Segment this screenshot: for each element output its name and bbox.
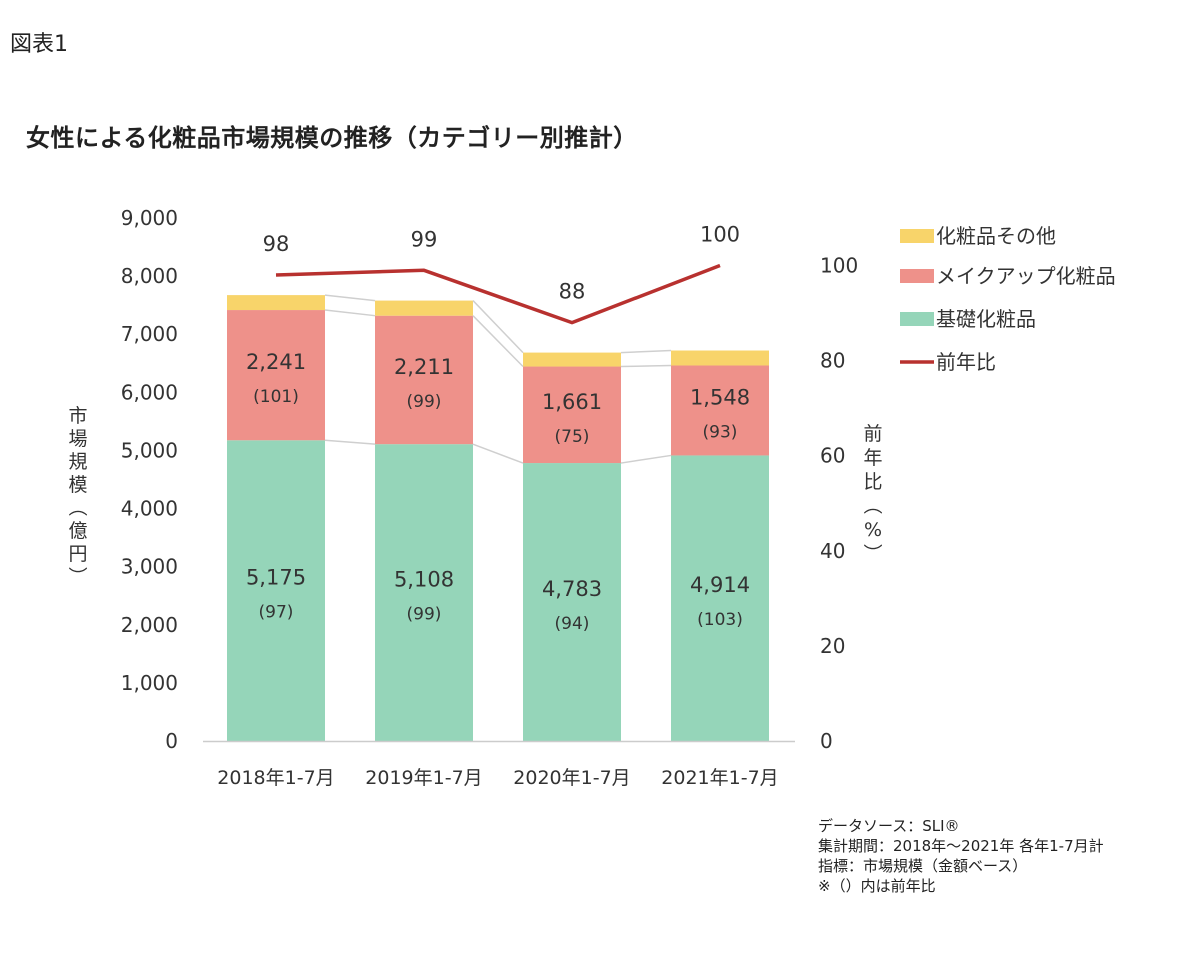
y2-axis-title-char: 前 [863, 423, 882, 445]
bar-segment [375, 300, 473, 316]
y-axis-title-char: ） [66, 566, 88, 585]
x-tick-label: 2018年1-7月 [217, 767, 334, 789]
y-axis-title-char: 模 [68, 474, 87, 496]
bar-segment [227, 295, 325, 311]
bar-yoy-label: (103) [697, 610, 743, 630]
source-notes: データソース：SLI® 集計期間：2018年～2021年 各年1-7月計 指標：… [818, 816, 1104, 896]
bar-segment [671, 455, 769, 741]
chart-title: 女性による化粧品市場規模の推移（カテゴリー別推計） [26, 124, 638, 152]
x-tick-label: 2020年1-7月 [513, 767, 630, 789]
y-axis-title-char: 億 [68, 520, 87, 542]
yoy-line [275, 263, 721, 325]
note-source: データソース：SLI® [818, 817, 960, 835]
bar-segment [375, 444, 473, 741]
y-tick-label: 9,000 [121, 206, 178, 230]
bar-value-label: 1,548 [690, 385, 750, 409]
x-tick-label: 2019年1-7月 [365, 767, 482, 789]
y2-axis-title-char: 比 [863, 471, 882, 493]
note-period: 集計期間：2018年～2021年 各年1-7月計 [818, 837, 1104, 855]
bar-value-label: 4,783 [542, 577, 602, 601]
y-tick-label: 4,000 [121, 497, 178, 521]
note-metric: 指標：市場規模（金額ベース） [818, 857, 1028, 875]
y-tick-label: 8,000 [121, 264, 178, 288]
bar-yoy-label: (75) [555, 427, 590, 447]
y-axis-title-char: 規 [68, 451, 87, 473]
yoy-line-label: 98 [263, 232, 290, 256]
bar-segment [227, 440, 325, 741]
y-tick-label: 2,000 [121, 613, 178, 637]
connector-line [472, 443, 524, 464]
legend-swatch [900, 269, 934, 283]
y-tick-label: 3,000 [121, 555, 178, 579]
y2-axis-title-char: （ [861, 495, 883, 514]
connector-line [620, 349, 672, 354]
y2-tick-label: 20 [820, 634, 845, 658]
legend-label: メイクアップ化粧品 [936, 264, 1116, 288]
legend-swatch [900, 229, 934, 243]
connector-line [324, 294, 376, 302]
y2-tick-label: 100 [820, 254, 858, 278]
yoy-line-label: 100 [700, 223, 740, 247]
bar-value-label: 2,211 [394, 355, 454, 379]
bar-value-label: 5,108 [394, 568, 454, 592]
y2-tick-label: 40 [820, 539, 845, 563]
bar-segment [227, 310, 325, 441]
bar-segment [671, 350, 769, 366]
legend-label: 基礎化粧品 [936, 307, 1036, 331]
bar-yoy-label: (99) [407, 605, 442, 625]
y-tick-label: 0 [165, 729, 178, 753]
x-tick-label: 2021年1-7月 [661, 767, 778, 789]
y-tick-label: 6,000 [121, 380, 178, 404]
connector-line [324, 309, 376, 317]
y-tick-label: 1,000 [121, 671, 178, 695]
y2-tick-label: 0 [820, 729, 833, 753]
note-yoy: ※（）内は前年比 [818, 877, 936, 895]
y-axis-title-char: 市 [68, 405, 87, 427]
bar-segment [523, 352, 621, 367]
bar-segment [523, 463, 621, 741]
connector-line [324, 439, 376, 445]
y2-axis-title-char: % [864, 519, 882, 541]
y2-axis-title-char: ） [861, 543, 883, 562]
y2-tick-label: 60 [820, 444, 845, 468]
bar-yoy-label: (94) [555, 614, 590, 634]
yoy-line-label: 88 [559, 280, 586, 304]
connector-line [620, 454, 672, 464]
bar-yoy-label: (97) [259, 603, 294, 623]
connector-line [620, 364, 672, 368]
bar-value-label: 2,241 [246, 350, 306, 374]
connector-line [472, 300, 524, 354]
y-axis-title-char: 場 [68, 428, 87, 450]
bar-yoy-label: (101) [253, 387, 299, 407]
connector-line [472, 315, 524, 368]
legend-label: 化粧品その他 [936, 224, 1056, 248]
bar-yoy-label: (93) [703, 422, 738, 442]
figure-label: 図表1 [10, 32, 68, 57]
bar-value-label: 1,661 [542, 390, 602, 414]
bar-value-label: 4,914 [690, 573, 750, 597]
bar-segment [523, 366, 621, 464]
legend-label: 前年比 [936, 350, 996, 374]
y-tick-label: 7,000 [121, 322, 178, 346]
y2-axis-title-char: 年 [863, 447, 882, 469]
stacked-bar-line-chart: 0 1,000 2,000 3,000 4,000 5,000 6,000 7,000 8,00… [66, 206, 1116, 789]
bar-value-label: 5,175 [246, 566, 306, 590]
bar-yoy-label: (99) [407, 392, 442, 412]
y-axis-title-char: 円 [68, 543, 87, 565]
bar-segment [375, 315, 473, 445]
yoy-line-label: 99 [411, 227, 438, 251]
legend-swatch [900, 312, 934, 326]
y-tick-label: 5,000 [121, 438, 178, 462]
y2-tick-label: 80 [820, 349, 845, 373]
bar-segment [671, 365, 769, 456]
y-axis-title-char: （ [66, 497, 88, 516]
